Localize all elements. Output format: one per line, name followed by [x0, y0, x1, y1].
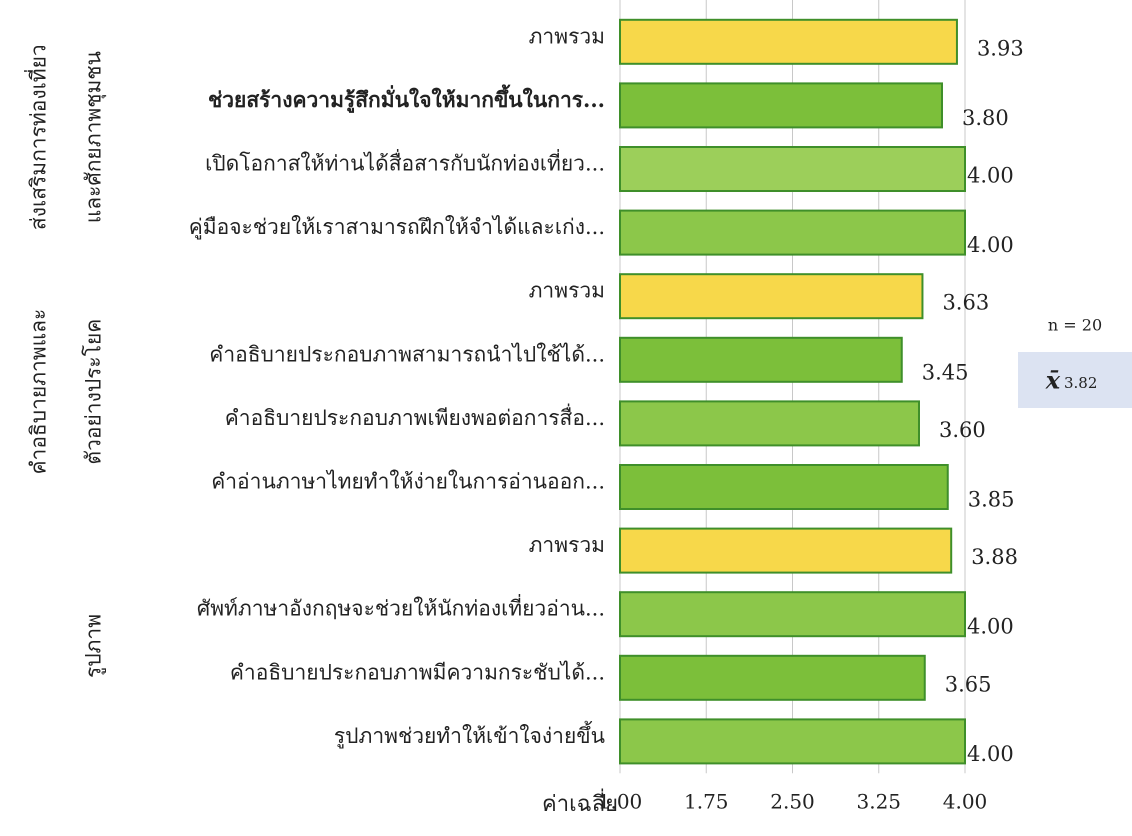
- annotation: n = 20: [1048, 316, 1102, 335]
- bar: [619, 209, 966, 256]
- x-tick-label: 1.00: [598, 790, 643, 814]
- category-label: เปิดโอกาสให้ท่านได้สื่อสารกับนักท่องเที่…: [205, 149, 605, 176]
- x-axis-label: ค่าเฉลี่ย: [542, 788, 618, 817]
- value-label: 3.88: [971, 545, 1018, 569]
- bar: [619, 82, 943, 129]
- category-label: ภาพรวม: [529, 279, 605, 303]
- mean-box: [1018, 352, 1132, 408]
- bar: [619, 464, 949, 510]
- x-tick-label: 2.50: [770, 790, 815, 814]
- bar: [619, 591, 966, 638]
- bar: [619, 400, 920, 447]
- group-label: คำอธิบายภาพและ: [27, 309, 51, 475]
- category-label: คำอธิบายประกอบภาพเพียงพอต่อการสื่อ...: [225, 403, 605, 430]
- category-label: คำอ่านภาษาไทยทำให้ง่ายในการอ่านออก...: [211, 470, 605, 494]
- x-tick-label: 1.75: [684, 790, 729, 814]
- mean-value: 3.82: [1064, 374, 1097, 392]
- category-label: คู่มือจะช่วยให้เราสามารถฝึกให้จำได้และเก…: [189, 215, 605, 240]
- value-label: 3.45: [922, 360, 969, 384]
- value-label: 3.60: [939, 418, 986, 442]
- bar: [619, 654, 926, 701]
- value-label: 3.85: [968, 488, 1015, 512]
- group-label: ตัวอย่างประโยค: [82, 319, 106, 465]
- x-tick-label: 3.25: [856, 790, 901, 814]
- value-label: 3.93: [977, 36, 1024, 60]
- category-label: ศัพท์ภาษาอังกฤษจะช่วยให้นักท่องเที่ยวอ่า…: [197, 594, 605, 621]
- category-label: ช่วยสร้างความรู้สึกมั่นใจให้มากขึ้นในการ…: [208, 84, 605, 114]
- bar: [619, 336, 903, 383]
- group-label: รูปภาพ: [82, 614, 107, 678]
- value-label: 4.00: [967, 164, 1014, 188]
- bar: [619, 273, 924, 320]
- bar: [619, 146, 966, 192]
- value-label: 4.00: [967, 615, 1014, 639]
- bar: [619, 527, 953, 574]
- category-label: คำอธิบายประกอบภาพมีความกระชับได้...: [230, 660, 605, 684]
- value-label: 3.63: [942, 291, 989, 315]
- category-label: ภาพรวม: [529, 24, 605, 48]
- value-label: 3.80: [962, 106, 1009, 130]
- group-label: ส่งเสริมการท่องเที่ยว: [24, 44, 51, 230]
- category-label: ภาพรวม: [529, 533, 605, 557]
- group-label: และศักยภาพชุมชน: [82, 51, 107, 223]
- value-label: 4.00: [967, 233, 1014, 257]
- bar: [619, 718, 966, 765]
- mean-symbol: x̄: [1045, 366, 1061, 395]
- category-label: คำอธิบายประกอบภาพสามารถนำไปใช้ได้...: [209, 342, 605, 366]
- x-tick-label: 4.00: [943, 790, 988, 814]
- category-label: รูปภาพช่วยทำให้เข้าใจง่ายขึ้น: [334, 721, 605, 749]
- value-label: 3.65: [945, 672, 992, 696]
- bar: [619, 18, 958, 65]
- value-label: 4.00: [967, 742, 1014, 766]
